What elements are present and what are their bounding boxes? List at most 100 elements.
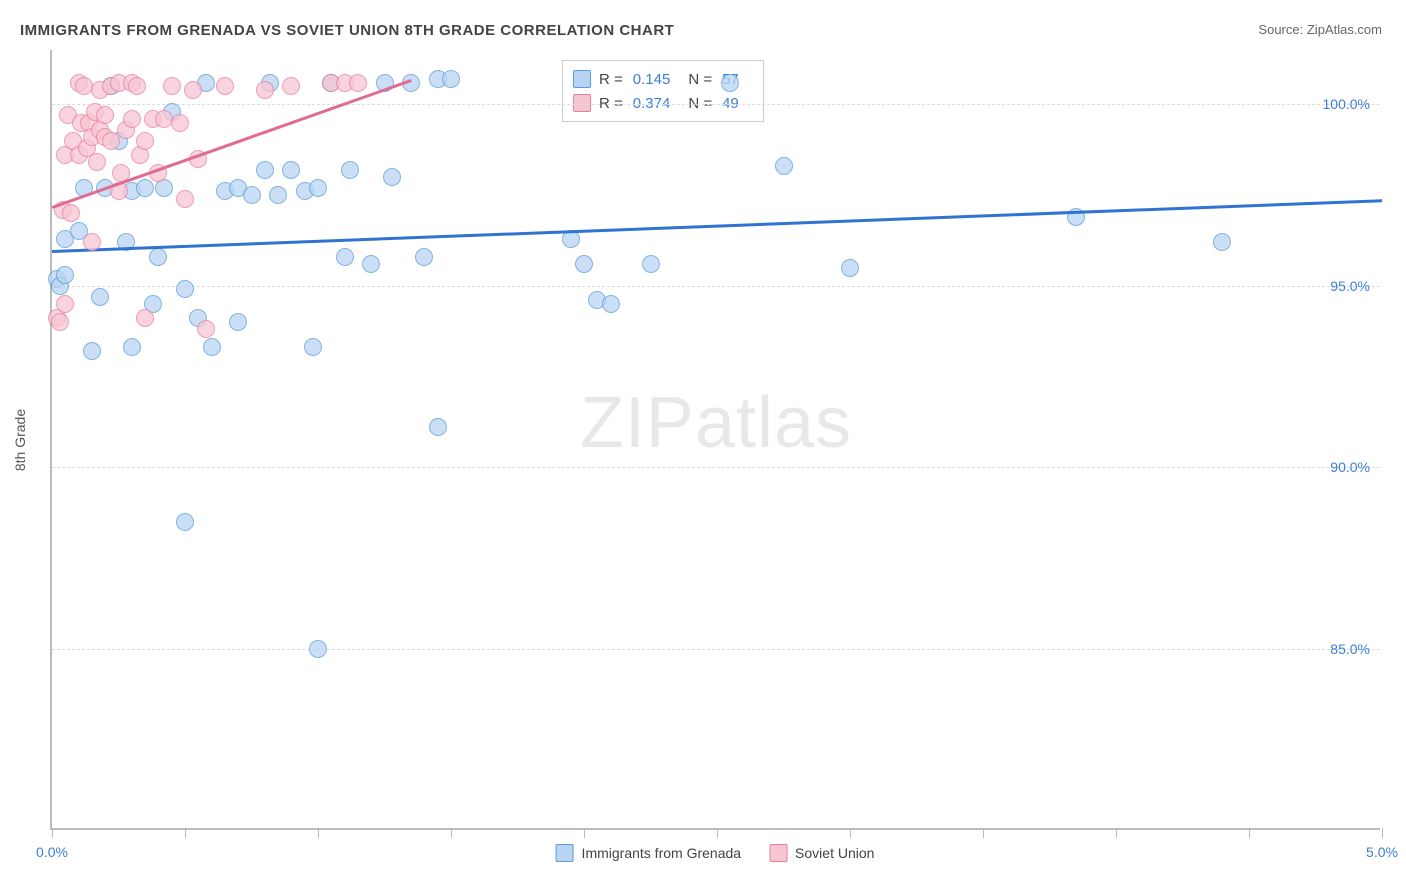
y-tick-label: 100.0% <box>1323 96 1370 112</box>
y-tick-label: 85.0% <box>1330 641 1370 657</box>
x-tick <box>717 828 718 838</box>
scatter-point <box>341 161 359 179</box>
x-tick <box>52 828 53 838</box>
scatter-point <box>155 110 173 128</box>
scatter-point <box>415 248 433 266</box>
scatter-point <box>149 248 167 266</box>
scatter-point <box>56 295 74 313</box>
scatter-point <box>184 81 202 99</box>
source-credit: Source: ZipAtlas.com <box>1258 22 1382 37</box>
scatter-point <box>176 513 194 531</box>
series-legend-item-0: Immigrants from Grenada <box>556 844 742 862</box>
scatter-point <box>229 313 247 331</box>
scatter-point <box>51 313 69 331</box>
scatter-point <box>442 70 460 88</box>
scatter-point <box>96 106 114 124</box>
scatter-point <box>88 153 106 171</box>
legend-swatch-grenada <box>556 844 574 862</box>
scatter-point <box>163 77 181 95</box>
scatter-point <box>775 157 793 175</box>
scatter-point <box>203 338 221 356</box>
watermark-part2: atlas <box>695 383 852 463</box>
x-tick <box>850 828 851 838</box>
scatter-point <box>91 288 109 306</box>
r-value-1: 0.374 <box>633 95 671 112</box>
x-tick <box>185 828 186 838</box>
scatter-point <box>309 640 327 658</box>
scatter-point <box>136 179 154 197</box>
series-legend-label-0: Immigrants from Grenada <box>582 845 742 861</box>
scatter-point <box>136 132 154 150</box>
series-legend-item-1: Soviet Union <box>769 844 874 862</box>
x-tick <box>983 828 984 838</box>
watermark: ZIPatlas <box>580 382 852 464</box>
scatter-point <box>123 110 141 128</box>
x-tick <box>1382 828 1383 838</box>
x-tick <box>584 828 585 838</box>
gridline-h <box>52 104 1380 105</box>
r-label: R = <box>599 95 623 112</box>
x-tick <box>1249 828 1250 838</box>
x-tick <box>318 828 319 838</box>
trend-line <box>52 199 1382 252</box>
stats-legend-row-1: R = 0.374 N = 49 <box>573 91 749 115</box>
r-label: R = <box>599 71 623 88</box>
gridline-h <box>52 286 1380 287</box>
chart-area: ZIPatlas R = 0.145 N = 57 R = 0.374 N = … <box>50 50 1380 830</box>
scatter-point <box>128 77 146 95</box>
scatter-point <box>269 186 287 204</box>
scatter-point <box>102 132 120 150</box>
series-legend-label-1: Soviet Union <box>795 845 874 861</box>
scatter-point <box>602 295 620 313</box>
scatter-point <box>171 114 189 132</box>
gridline-h <box>52 467 1380 468</box>
scatter-point <box>721 74 739 92</box>
chart-title: IMMIGRANTS FROM GRENADA VS SOVIET UNION … <box>20 22 674 39</box>
legend-swatch-soviet <box>769 844 787 862</box>
scatter-point <box>383 168 401 186</box>
scatter-point <box>1213 233 1231 251</box>
scatter-point <box>75 77 93 95</box>
n-label: N = <box>688 95 712 112</box>
scatter-point <box>282 161 300 179</box>
legend-swatch-grenada <box>573 70 591 88</box>
source-value: ZipAtlas.com <box>1307 22 1382 37</box>
x-tick-label: 5.0% <box>1366 844 1398 860</box>
x-tick <box>1116 828 1117 838</box>
watermark-part1: ZIP <box>580 383 695 463</box>
y-tick-label: 95.0% <box>1330 278 1370 294</box>
scatter-point <box>176 280 194 298</box>
scatter-point <box>575 255 593 273</box>
scatter-point <box>176 190 194 208</box>
scatter-point <box>216 77 234 95</box>
scatter-point <box>349 74 367 92</box>
scatter-point <box>362 255 380 273</box>
scatter-point <box>136 309 154 327</box>
gridline-h <box>52 649 1380 650</box>
scatter-point <box>336 248 354 266</box>
scatter-point <box>243 186 261 204</box>
r-value-0: 0.145 <box>633 71 671 88</box>
scatter-point <box>282 77 300 95</box>
plot-region: ZIPatlas R = 0.145 N = 57 R = 0.374 N = … <box>50 50 1380 830</box>
scatter-point <box>123 338 141 356</box>
scatter-point <box>256 161 274 179</box>
scatter-point <box>56 266 74 284</box>
scatter-point <box>256 81 274 99</box>
scatter-point <box>197 320 215 338</box>
y-axis-label: 8th Grade <box>12 409 28 471</box>
scatter-point <box>83 342 101 360</box>
scatter-point <box>841 259 859 277</box>
scatter-point <box>83 233 101 251</box>
scatter-point <box>304 338 322 356</box>
n-value-1: 49 <box>722 95 739 112</box>
n-label: N = <box>688 71 712 88</box>
x-tick <box>451 828 452 838</box>
source-label: Source: <box>1258 22 1303 37</box>
scatter-point <box>642 255 660 273</box>
scatter-point <box>309 179 327 197</box>
y-tick-label: 90.0% <box>1330 459 1370 475</box>
legend-swatch-soviet <box>573 94 591 112</box>
scatter-point <box>429 418 447 436</box>
scatter-point <box>62 204 80 222</box>
